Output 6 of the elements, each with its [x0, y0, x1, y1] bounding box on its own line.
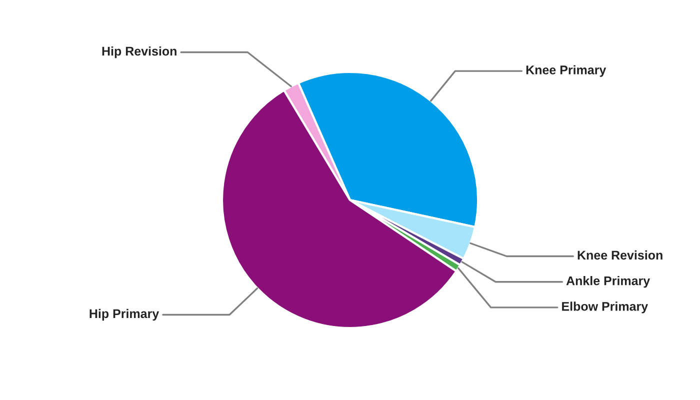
slice-label: Elbow Primary [562, 302, 648, 314]
slice-label: Ankle Primary [566, 276, 650, 288]
slice-label: Hip Revision [102, 46, 176, 58]
slice-label: Knee Primary [526, 65, 606, 77]
slice-label: Knee Revision [578, 250, 662, 260]
slice-label: Hip Primary [90, 308, 160, 321]
